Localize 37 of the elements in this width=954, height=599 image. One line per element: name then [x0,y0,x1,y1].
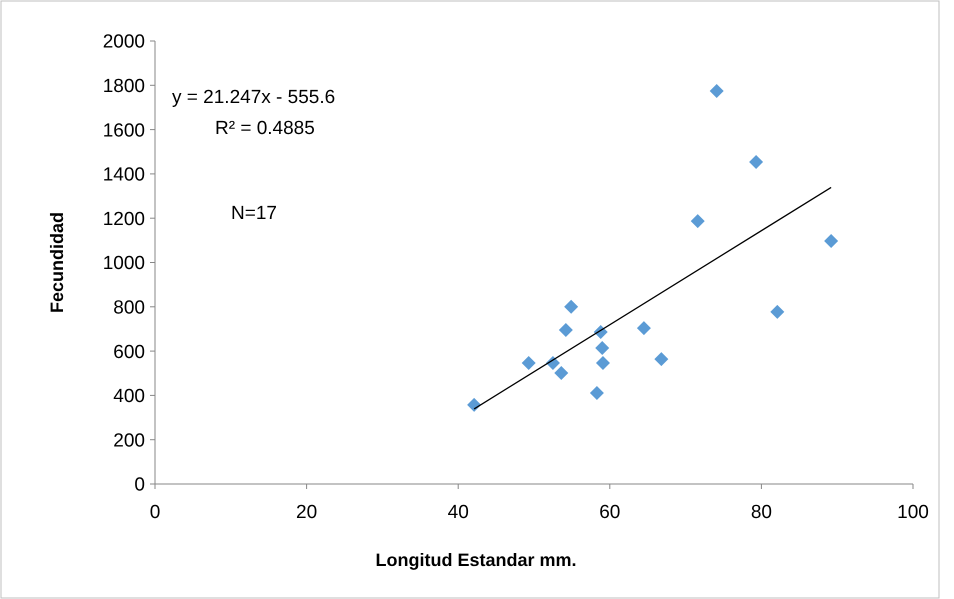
point [554,366,568,380]
point [564,300,578,314]
annotation: y = 21.247x - 555.6 [172,87,336,108]
y-tick-label: 200 [113,430,145,452]
y-tick-label: 1600 [102,120,145,142]
point [558,323,573,338]
point [749,154,764,169]
point [690,214,705,228]
y-tick-label: 0 [134,474,145,496]
y-tick-label: 600 [113,342,145,363]
y-tick-label: 400 [113,386,145,408]
annotation: R² = 0.4885 [215,118,315,139]
point [467,398,482,412]
annotation: N=17 [231,203,277,224]
x-tick-label: 20 [296,502,318,523]
x-tick-label: 100 [897,502,929,523]
point [522,356,536,370]
point [595,341,610,355]
y-tick-label: 1400 [102,164,145,186]
y-tick-label: 2000 [102,32,145,53]
point [824,234,838,248]
y-axis-title: Fecundidad [47,212,67,314]
x-tick-label: 40 [448,502,469,523]
x-tick-label: 80 [750,502,772,523]
point [636,321,651,336]
y-tick-label: 1000 [102,253,145,274]
y-tick-label: 800 [113,297,145,318]
point [654,352,668,366]
y-tick-label: 1200 [102,208,145,230]
y-tick-label: 1800 [102,76,145,97]
point [770,304,784,319]
point [596,356,610,370]
x-tick-label: 0 [150,502,160,523]
point [710,84,724,98]
x-tick-label: 60 [599,502,620,523]
x-axis-title: Longitud Estandar mm. [375,550,577,570]
point [590,386,604,400]
